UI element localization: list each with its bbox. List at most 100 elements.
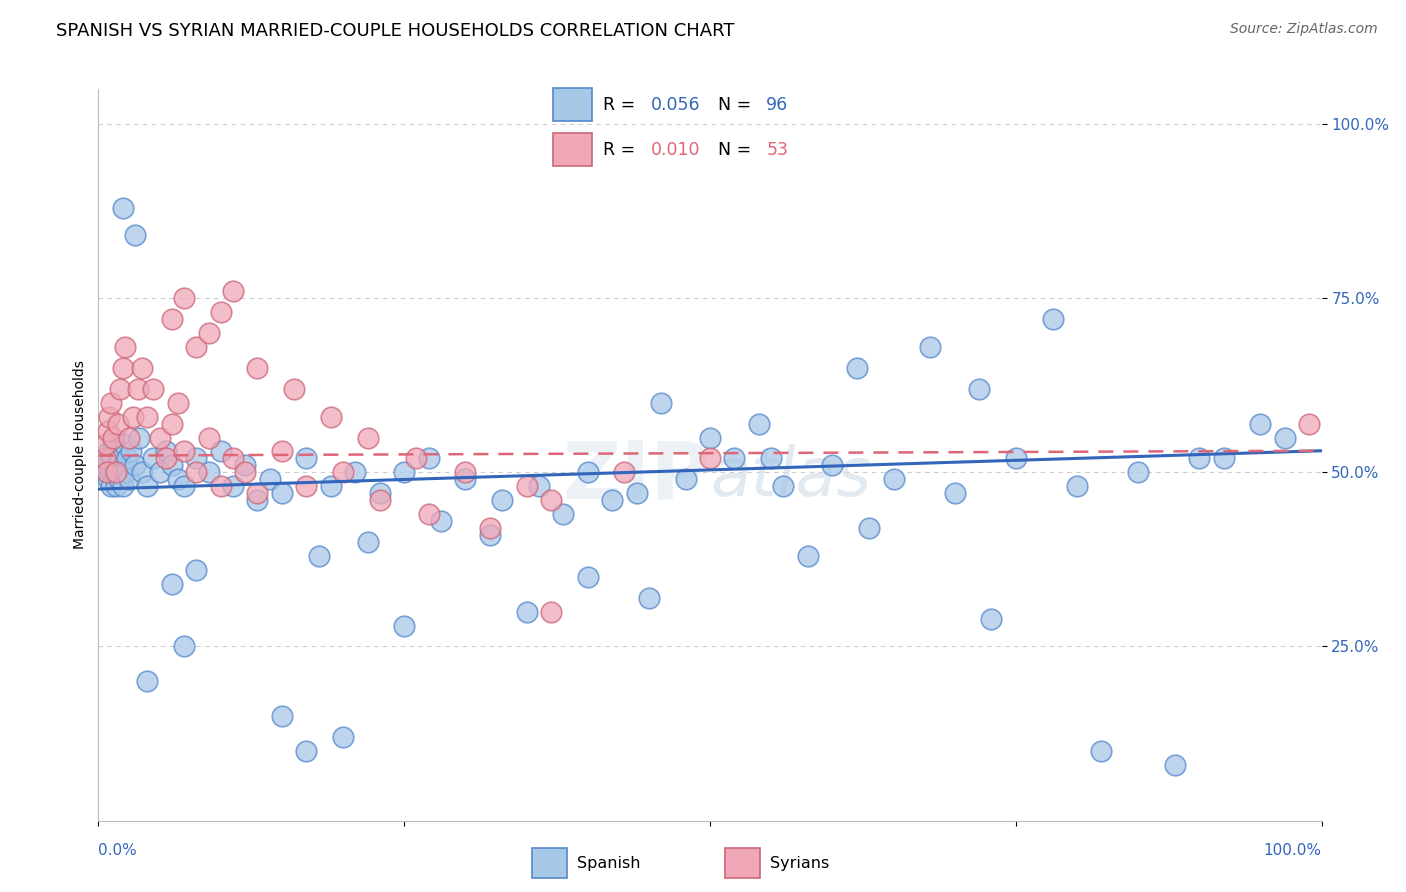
Text: R =: R = — [603, 141, 641, 159]
Point — [553, 507, 575, 521]
Point — [858, 521, 880, 535]
Point — [186, 466, 208, 480]
Point — [967, 382, 990, 396]
Point — [100, 479, 122, 493]
Point — [105, 458, 128, 473]
Point — [118, 430, 141, 444]
Point — [103, 466, 125, 480]
Point — [149, 466, 172, 480]
Point — [160, 312, 183, 326]
Point — [209, 479, 232, 493]
Point — [576, 466, 599, 480]
Point — [344, 466, 367, 480]
Point — [613, 466, 636, 480]
Point — [319, 479, 342, 493]
Point — [1298, 417, 1320, 431]
Point — [761, 451, 783, 466]
Point — [136, 674, 159, 689]
Point — [368, 493, 391, 508]
Point — [197, 326, 219, 340]
Point — [772, 479, 794, 493]
Point — [118, 472, 141, 486]
Point — [131, 466, 153, 480]
Point — [173, 640, 195, 654]
Point — [392, 618, 416, 632]
Point — [110, 382, 132, 396]
Point — [96, 466, 118, 480]
Point — [943, 486, 966, 500]
Point — [97, 424, 120, 438]
Point — [1090, 744, 1112, 758]
Point — [368, 486, 391, 500]
Point — [98, 409, 121, 424]
Point — [167, 472, 190, 486]
Point — [111, 479, 134, 493]
Point — [110, 451, 132, 466]
Bar — [531, 848, 568, 879]
Point — [186, 340, 208, 354]
Point — [454, 466, 477, 480]
Bar — [553, 88, 592, 121]
Point — [356, 430, 378, 444]
Point — [319, 409, 342, 424]
Point — [270, 709, 294, 723]
Point — [650, 395, 672, 409]
Point — [233, 466, 256, 480]
Point — [699, 430, 721, 444]
Point — [883, 472, 905, 486]
Point — [295, 451, 318, 466]
Text: Source: ZipAtlas.com: Source: ZipAtlas.com — [1230, 22, 1378, 37]
Point — [1164, 758, 1187, 772]
Point — [797, 549, 820, 563]
Point — [93, 451, 115, 466]
Text: N =: N = — [718, 95, 758, 113]
Point — [186, 451, 208, 466]
Point — [283, 382, 305, 396]
Point — [675, 472, 697, 486]
Text: atlas: atlas — [710, 444, 872, 510]
Point — [94, 451, 117, 466]
Point — [160, 576, 183, 591]
Point — [128, 430, 150, 444]
Point — [392, 466, 416, 480]
Point — [637, 591, 661, 605]
Point — [160, 458, 183, 473]
Y-axis label: Married-couple Households: Married-couple Households — [73, 360, 87, 549]
Point — [108, 472, 131, 486]
Point — [246, 493, 269, 508]
Point — [142, 451, 165, 466]
Text: 0.056: 0.056 — [651, 95, 700, 113]
Text: 0.010: 0.010 — [651, 141, 700, 159]
Point — [111, 201, 134, 215]
Point — [93, 466, 115, 480]
Point — [1066, 479, 1088, 493]
Point — [1274, 430, 1296, 444]
Point — [478, 521, 501, 535]
Text: 96: 96 — [766, 95, 789, 113]
Point — [173, 444, 195, 458]
Point — [124, 228, 146, 243]
Point — [418, 507, 440, 521]
Point — [104, 479, 127, 493]
Point — [515, 605, 537, 619]
Point — [209, 305, 232, 319]
Point — [295, 744, 318, 758]
Point — [246, 360, 269, 375]
Point — [142, 382, 165, 396]
Point — [527, 479, 550, 493]
Point — [540, 605, 562, 619]
Point — [127, 382, 149, 396]
Text: 53: 53 — [766, 141, 789, 159]
Point — [114, 466, 136, 480]
Text: 100.0%: 100.0% — [1264, 843, 1322, 858]
Point — [100, 466, 122, 480]
Point — [160, 417, 183, 431]
Point — [270, 444, 294, 458]
Point — [167, 395, 190, 409]
Point — [1004, 451, 1026, 466]
Point — [233, 458, 256, 473]
Text: ZIP: ZIP — [562, 438, 710, 516]
Point — [845, 360, 868, 375]
Point — [149, 430, 172, 444]
Point — [173, 479, 195, 493]
